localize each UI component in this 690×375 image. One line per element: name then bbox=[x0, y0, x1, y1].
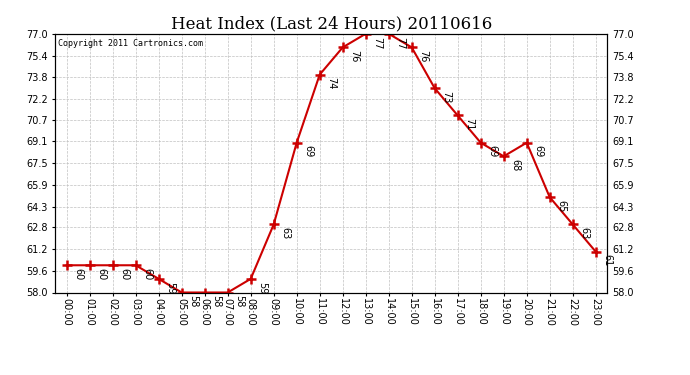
Text: 59: 59 bbox=[257, 282, 268, 294]
Text: 69: 69 bbox=[304, 146, 314, 158]
Text: 65: 65 bbox=[557, 200, 566, 212]
Text: 73: 73 bbox=[442, 91, 452, 104]
Text: 60: 60 bbox=[119, 268, 130, 280]
Text: 59: 59 bbox=[166, 282, 176, 294]
Text: 69: 69 bbox=[533, 146, 544, 158]
Text: 77: 77 bbox=[373, 36, 383, 49]
Text: 69: 69 bbox=[488, 146, 497, 158]
Text: 68: 68 bbox=[511, 159, 521, 171]
Text: 58: 58 bbox=[188, 295, 199, 307]
Text: 77: 77 bbox=[395, 36, 406, 49]
Text: 74: 74 bbox=[326, 77, 337, 90]
Text: 58: 58 bbox=[212, 295, 221, 307]
Text: 76: 76 bbox=[350, 50, 359, 63]
Text: 60: 60 bbox=[97, 268, 107, 280]
Text: 63: 63 bbox=[580, 227, 590, 239]
Text: 63: 63 bbox=[281, 227, 290, 239]
Text: 76: 76 bbox=[419, 50, 428, 63]
Text: Copyright 2011 Cartronics.com: Copyright 2011 Cartronics.com bbox=[58, 39, 203, 48]
Title: Heat Index (Last 24 Hours) 20110616: Heat Index (Last 24 Hours) 20110616 bbox=[170, 15, 492, 32]
Text: 60: 60 bbox=[74, 268, 83, 280]
Text: 60: 60 bbox=[143, 268, 152, 280]
Text: 61: 61 bbox=[602, 254, 613, 267]
Text: 58: 58 bbox=[235, 295, 245, 307]
Text: 71: 71 bbox=[464, 118, 475, 130]
